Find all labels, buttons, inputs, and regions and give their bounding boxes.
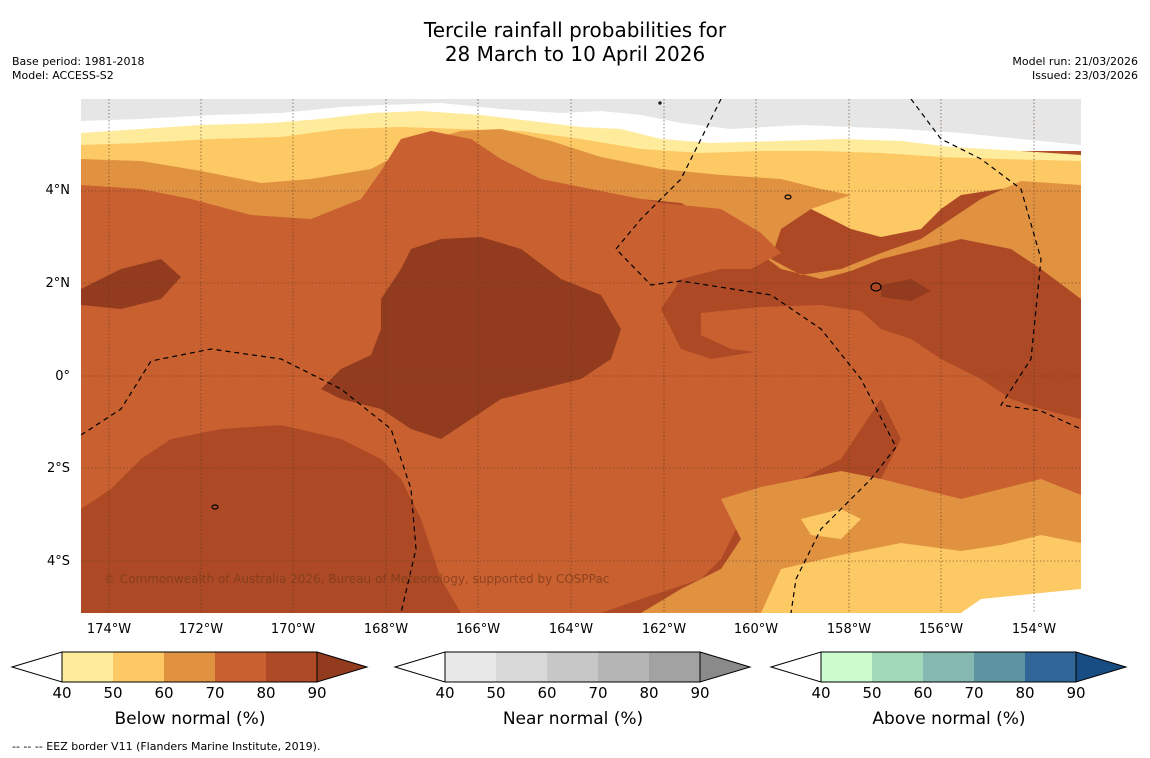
lon-label-170w: 170°W: [270, 622, 316, 637]
cb-above-swatch-50: [872, 652, 923, 682]
lon-label-172w: 172°W: [178, 622, 224, 637]
rainfall-probability-map: [81, 99, 1081, 613]
cb-near-arrow-low: [393, 651, 446, 683]
cb-below-swatch-70: [215, 652, 266, 682]
cb-near-swatch-80: [649, 652, 700, 682]
islands: [211, 101, 882, 510]
map-credit: © Commonwealth of Australia 2026, Bureau…: [104, 572, 610, 586]
cb-above-tick-70: 70: [964, 684, 984, 702]
issued-date: Issued: 23/03/2026: [1031, 69, 1138, 82]
cb-near-swatch-60: [547, 652, 598, 682]
cb-below-tick-80: 80: [256, 684, 276, 702]
lon-label-174w: 174°W: [86, 622, 132, 637]
cb-below-arrow-low: [10, 651, 63, 683]
colorbar-near-normal: [393, 651, 752, 683]
band-90-core: [321, 237, 621, 439]
band-90-east: [881, 279, 931, 301]
cb-above-title: Above normal (%): [872, 709, 1026, 729]
lon-label-166w: 166°W: [455, 622, 501, 637]
cb-below-tick-70: 70: [205, 684, 225, 702]
colorbar-below-normal: [10, 651, 369, 683]
cb-above-tick-80: 80: [1015, 684, 1035, 702]
band-50-60-patch: [801, 509, 861, 539]
lon-label-160w: 160°W: [733, 622, 779, 637]
lon-label-154w: 154°W: [1011, 622, 1057, 637]
cb-below-swatch-80: [266, 652, 317, 682]
cb-above-tick-40: 40: [811, 684, 831, 702]
title-line-2: 28 March to 10 April 2026: [444, 42, 706, 66]
lon-label-158w: 158°W: [826, 622, 872, 637]
cb-near-tick-90: 90: [690, 684, 710, 702]
cb-near-tick-70: 70: [588, 684, 608, 702]
cb-above-arrow-low: [769, 651, 822, 683]
cb-below-swatch-40: [62, 652, 113, 682]
cb-near-tick-50: 50: [486, 684, 506, 702]
eez-borders: [81, 99, 1081, 613]
band-lt40-south: [961, 589, 1081, 613]
lon-label-164w: 164°W: [548, 622, 594, 637]
cb-near-title: Near normal (%): [502, 709, 644, 729]
lat-label-2s: 2°S: [46, 461, 70, 476]
graticule: [81, 99, 1081, 613]
cb-above-swatch-60: [923, 652, 974, 682]
cb-above-tick-60: 60: [913, 684, 933, 702]
band-50-60: [81, 127, 1081, 237]
meta-left: Base period: 1981-2018 Model: ACCESS-S2: [12, 55, 144, 83]
cb-above-tick-50: 50: [862, 684, 882, 702]
lat-label-4n: 4°N: [45, 183, 71, 198]
title-line-1: Tercile rainfall probabilities for: [423, 18, 727, 42]
model-run: Model run: 21/03/2026: [1012, 55, 1138, 68]
lat-label-4s: 4°S: [46, 554, 70, 569]
cb-near-tick-60: 60: [537, 684, 557, 702]
band-90-west: [81, 259, 181, 309]
lon-label-162w: 162°W: [641, 622, 687, 637]
cb-below-arrow-high: [317, 652, 367, 682]
cb-below-swatch-60: [164, 652, 215, 682]
chart-title: Tercile rainfall probabilities for 28 Ma…: [0, 18, 1150, 66]
cb-above-tick-90: 90: [1066, 684, 1086, 702]
band-50-60-south: [761, 535, 1081, 613]
cb-below-swatch-50: [113, 652, 164, 682]
cb-above-arrow-high: [1076, 652, 1126, 682]
cb-near-swatch-70: [598, 652, 649, 682]
lon-label-156w: 156°W: [918, 622, 964, 637]
band-60-70: [81, 129, 1081, 299]
cb-below-tick-90: 90: [307, 684, 327, 702]
cb-above-swatch-40: [821, 652, 872, 682]
cb-above-swatch-70: [974, 652, 1025, 682]
cb-near-tick-40: 40: [435, 684, 455, 702]
cb-near-tick-80: 80: [639, 684, 659, 702]
cb-below-tick-40: 40: [52, 684, 72, 702]
lat-label-0: 0°: [55, 369, 70, 384]
eez-footnote: -- -- -- EEZ border V11 (Flanders Marine…: [12, 740, 321, 753]
lat-label-2n: 2°N: [45, 276, 71, 291]
cb-above-swatch-80: [1025, 652, 1076, 682]
map-canvas: [81, 99, 1081, 613]
base-period: Base period: 1981-2018: [12, 55, 145, 68]
cb-near-arrow-high: [700, 652, 750, 682]
lon-label-168w: 168°W: [363, 622, 409, 637]
cb-below-tick-50: 50: [103, 684, 123, 702]
cb-below-tick-60: 60: [154, 684, 174, 702]
cb-below-title: Below normal (%): [114, 709, 266, 729]
model-name: Model: ACCESS-S2: [12, 69, 114, 82]
cb-near-swatch-50: [496, 652, 547, 682]
colorbar-above-normal: [769, 651, 1128, 683]
cb-near-swatch-40: [445, 652, 496, 682]
meta-right: Model run: 21/03/2026 Issued: 23/03/2026: [1012, 55, 1138, 83]
